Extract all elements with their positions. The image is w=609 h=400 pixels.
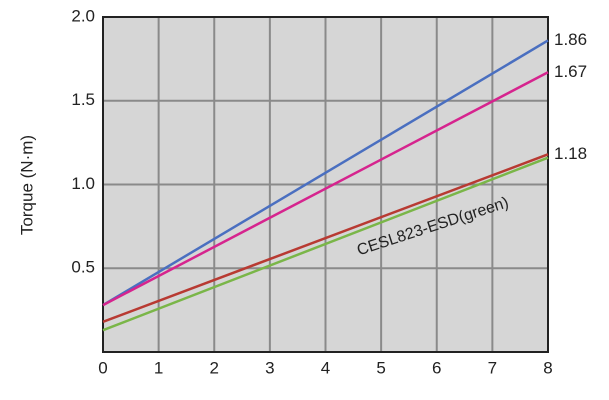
x-tick-label: 1 <box>154 358 163 377</box>
x-tick-label: 2 <box>210 358 219 377</box>
y-axis-label: Torque (N·m) <box>17 135 36 235</box>
value-label: 1.86 <box>554 30 587 49</box>
series-line <box>102 153 549 324</box>
value-label: 1.18 <box>554 144 587 163</box>
value-label: 1.67 <box>554 62 587 81</box>
x-tick-label: 7 <box>488 358 497 377</box>
y-tick-label: 2.0 <box>71 6 95 25</box>
series-line <box>102 156 549 332</box>
y-tick-label: 0.5 <box>71 258 95 277</box>
x-tick-label: 8 <box>543 358 552 377</box>
y-tick-label: 1.0 <box>71 174 95 193</box>
x-tick-label: 4 <box>321 358 330 377</box>
plot-border <box>102 16 549 353</box>
y-tick-label: 1.5 <box>71 90 95 109</box>
x-tick-label: 3 <box>265 358 274 377</box>
x-tick-label: 0 <box>98 358 107 377</box>
series-line <box>102 39 549 307</box>
series-line <box>102 71 549 307</box>
x-tick-label: 5 <box>376 358 385 377</box>
x-tick-label: 6 <box>432 358 441 377</box>
